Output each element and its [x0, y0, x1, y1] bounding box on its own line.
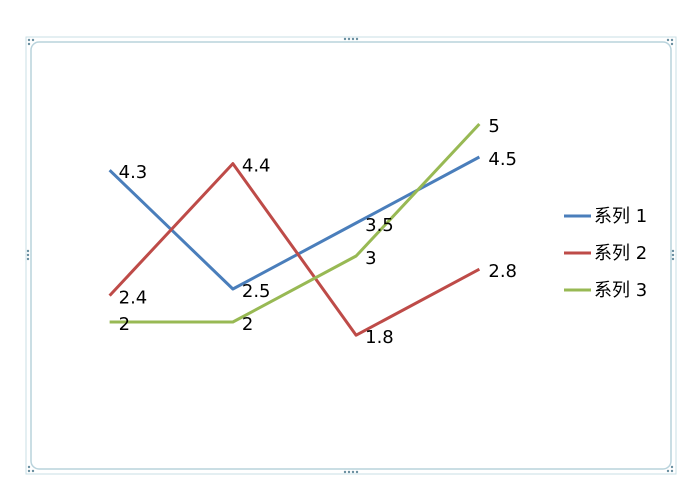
data-label: 4.5 — [488, 149, 517, 170]
legend-label: 系列 3 — [594, 280, 647, 301]
data-label: 2.8 — [488, 261, 517, 282]
data-label: 2 — [119, 314, 130, 335]
data-label: 3 — [365, 248, 376, 269]
resize-handles — [26, 37, 675, 474]
chart-frame — [30, 41, 672, 470]
chart-frame-outer — [25, 36, 677, 475]
data-label: 2 — [242, 314, 253, 335]
legend-label: 系列 2 — [594, 243, 647, 264]
data-label: 4.3 — [119, 162, 148, 183]
data-label: 3.5 — [365, 215, 394, 236]
data-label: 4.4 — [242, 156, 271, 177]
data-label: 2.4 — [119, 288, 148, 309]
data-label: 1.8 — [365, 327, 394, 348]
data-label: 5 — [488, 116, 499, 137]
data-label: 2.5 — [242, 281, 271, 302]
series-line — [108, 162, 481, 337]
legend-label: 系列 1 — [594, 206, 647, 227]
series-line — [109, 122, 481, 324]
